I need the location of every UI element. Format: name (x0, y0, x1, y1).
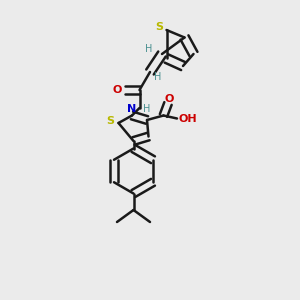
Text: H: H (154, 71, 161, 82)
Text: S: S (155, 22, 163, 32)
Text: H: H (145, 44, 152, 55)
Text: OH: OH (178, 113, 197, 124)
Text: N: N (128, 104, 136, 115)
Text: S: S (106, 116, 114, 127)
Text: O: O (165, 94, 174, 104)
Text: H: H (143, 104, 151, 115)
Text: O: O (112, 85, 122, 95)
